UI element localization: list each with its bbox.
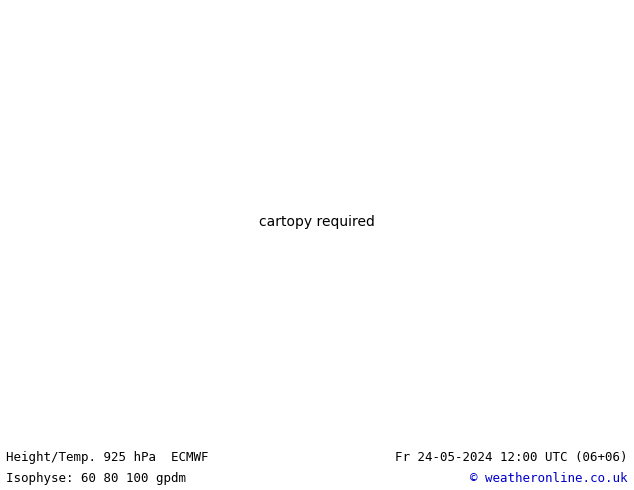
Text: cartopy required: cartopy required bbox=[259, 216, 375, 229]
Text: Isophyse: 60 80 100 gpdm: Isophyse: 60 80 100 gpdm bbox=[6, 472, 186, 485]
Text: Fr 24-05-2024 12:00 UTC (06+06): Fr 24-05-2024 12:00 UTC (06+06) bbox=[395, 451, 628, 464]
Text: © weatheronline.co.uk: © weatheronline.co.uk bbox=[470, 472, 628, 485]
Text: Height/Temp. 925 hPa  ECMWF: Height/Temp. 925 hPa ECMWF bbox=[6, 451, 209, 464]
